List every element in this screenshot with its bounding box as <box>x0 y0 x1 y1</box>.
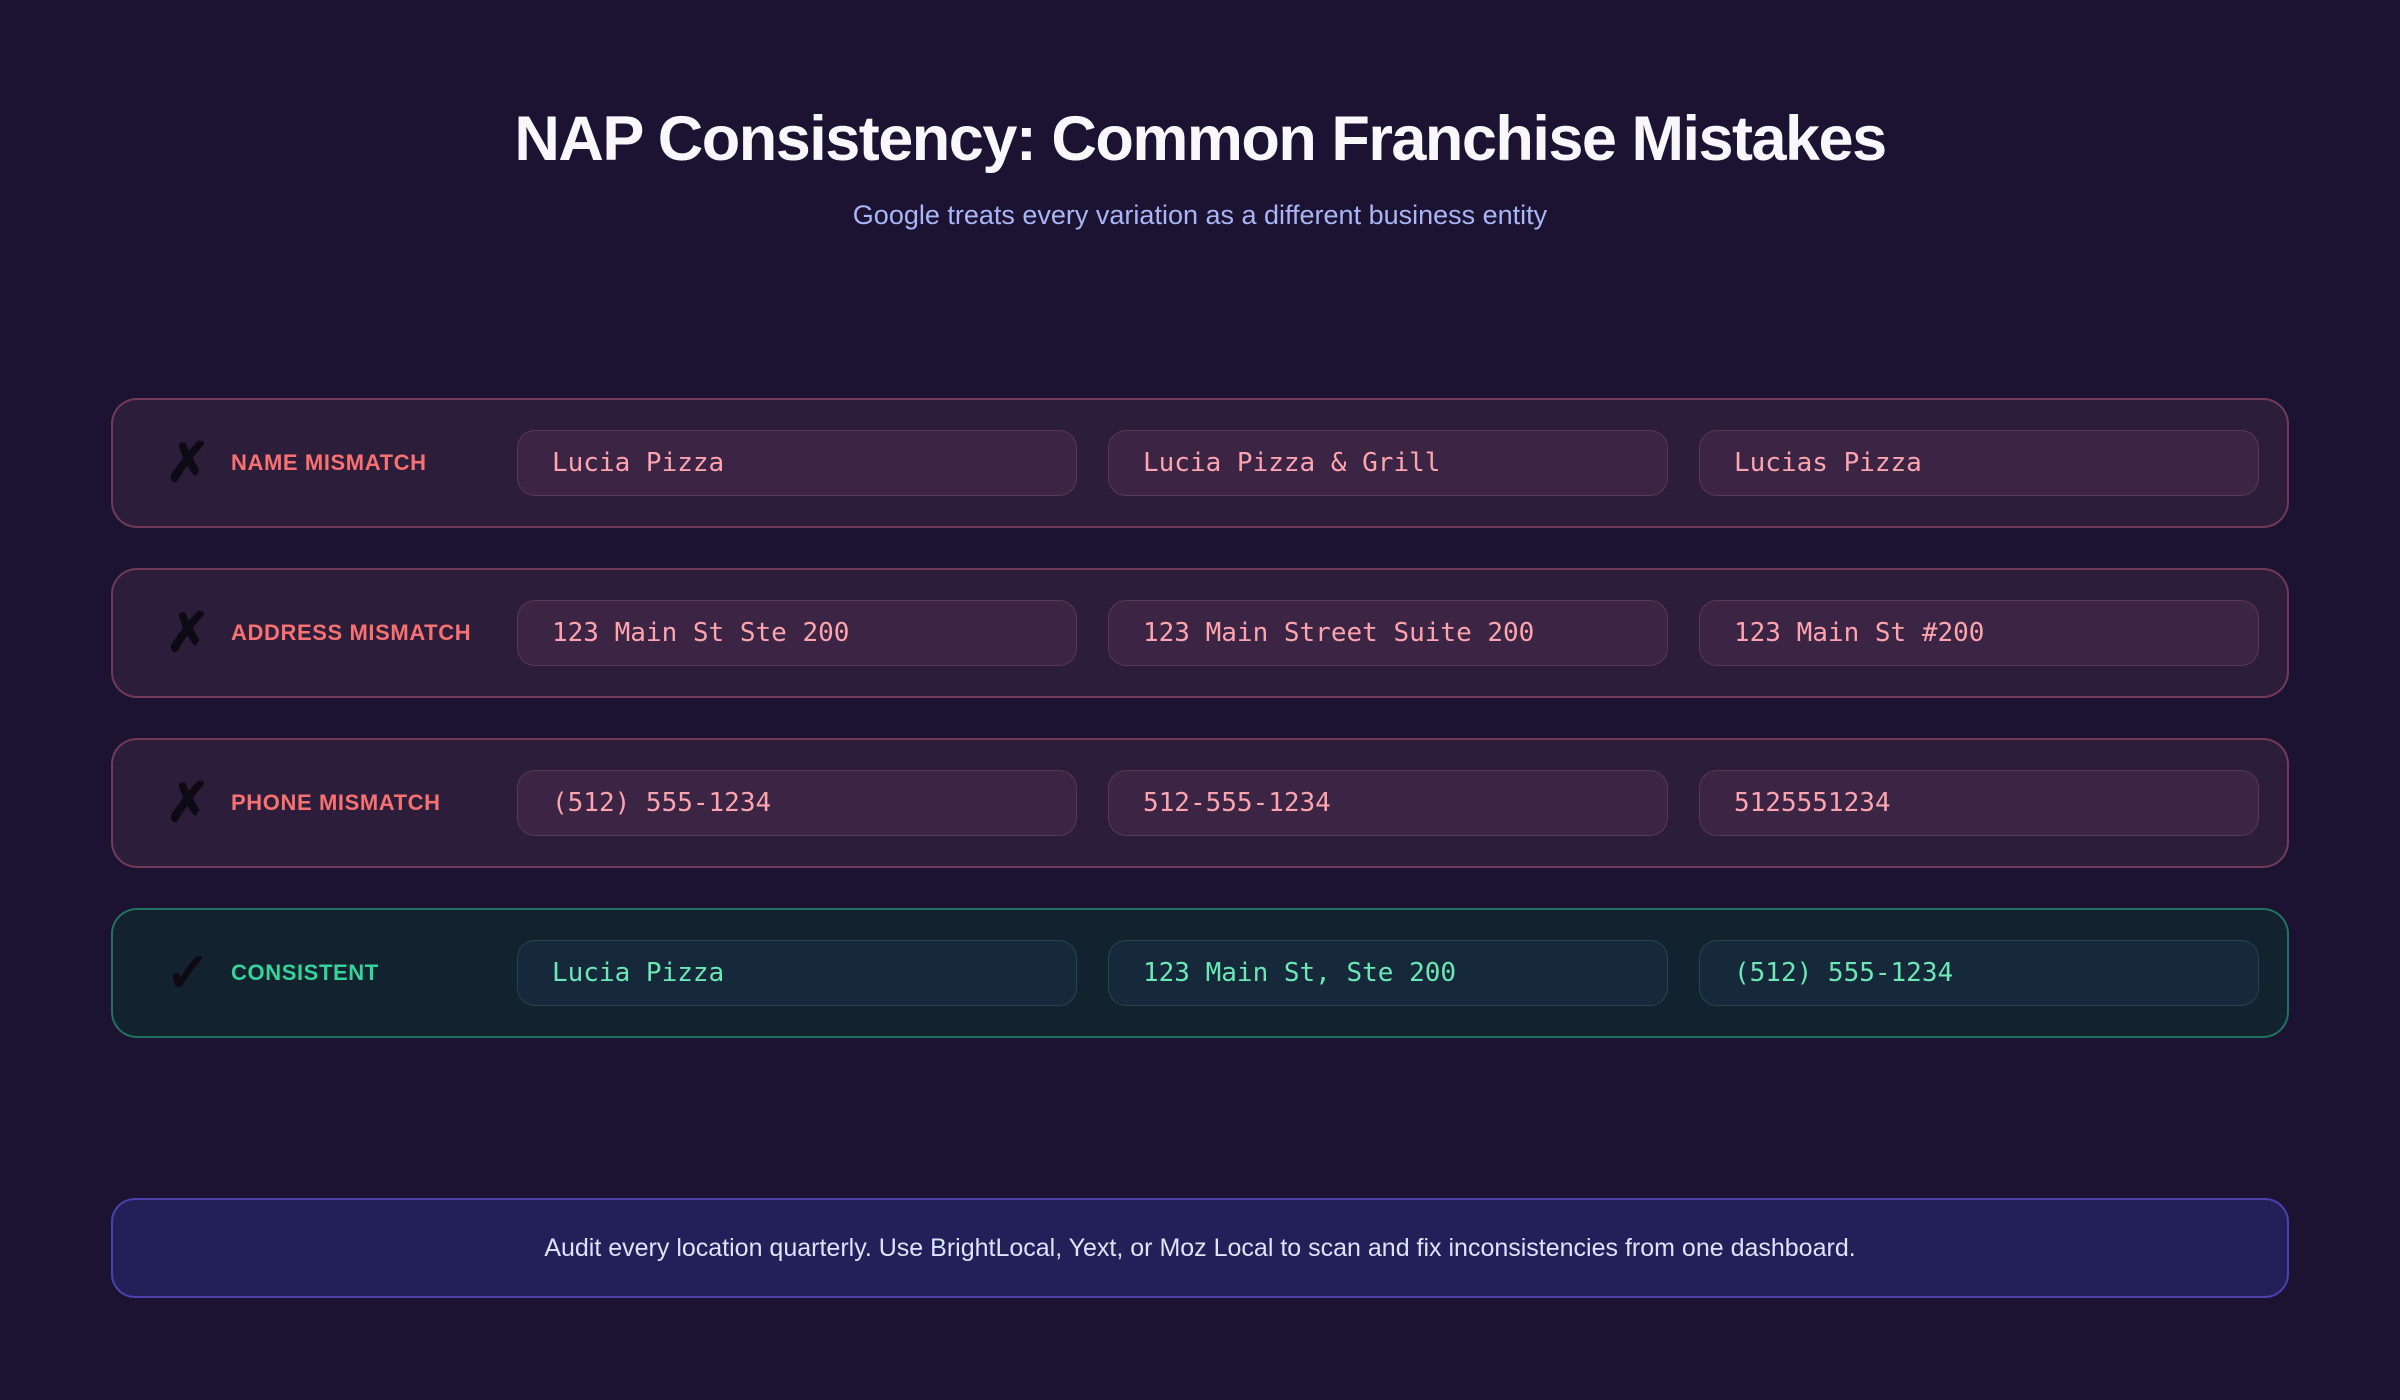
tip-text: Audit every location quarterly. Use Brig… <box>544 1233 1856 1262</box>
tip-banner: Audit every location quarterly. Use Brig… <box>111 1198 2289 1298</box>
row-phone-mismatch: ✗ PHONE MISMATCH (512) 555-1234 512-555-… <box>111 738 2289 868</box>
row-label-phone-mismatch: PHONE MISMATCH <box>231 790 441 815</box>
nap-value-chip: Lucia Pizza & Grill <box>1108 430 1668 496</box>
comparison-rows: ✗ NAME MISMATCH Lucia Pizza Lucia Pizza … <box>111 398 2289 1038</box>
chip-group: Lucia Pizza 123 Main St, Ste 200 (512) 5… <box>517 940 2259 1006</box>
nap-value-chip: 123 Main St #200 <box>1699 600 2259 666</box>
nap-value-chip: 123 Main St Ste 200 <box>517 600 1077 666</box>
chip-group: Lucia Pizza Lucia Pizza & Grill Lucias P… <box>517 430 2259 496</box>
nap-value-chip: (512) 555-1234 <box>1699 940 2259 1006</box>
row-label-name-mismatch: NAME MISMATCH <box>231 450 427 475</box>
row-label-consistent: CONSISTENT <box>231 960 379 985</box>
x-mark-icon: ✗ <box>165 433 211 493</box>
page-title: NAP Consistency: Common Franchise Mistak… <box>514 104 1887 174</box>
nap-value-chip: 123 Main St, Ste 200 <box>1108 940 1668 1006</box>
row-name-mismatch: ✗ NAME MISMATCH Lucia Pizza Lucia Pizza … <box>111 398 2289 528</box>
chip-group: (512) 555-1234 512-555-1234 5125551234 <box>517 770 2259 836</box>
page-subtitle: Google treats every variation as a diffe… <box>852 200 1548 230</box>
check-mark-icon: ✓ <box>165 943 211 1003</box>
x-mark-icon: ✗ <box>165 603 211 663</box>
nap-value-chip: 5125551234 <box>1699 770 2259 836</box>
nap-value-chip: Lucia Pizza <box>517 430 1077 496</box>
chip-group: 123 Main St Ste 200 123 Main Street Suit… <box>517 600 2259 666</box>
nap-value-chip: 123 Main Street Suite 200 <box>1108 600 1668 666</box>
row-consistent: ✓ CONSISTENT Lucia Pizza 123 Main St, St… <box>111 908 2289 1038</box>
nap-value-chip: Lucias Pizza <box>1699 430 2259 496</box>
nap-value-chip: Lucia Pizza <box>517 940 1077 1006</box>
nap-value-chip: (512) 555-1234 <box>517 770 1077 836</box>
nap-consistency-infographic: NAP Consistency: Common Franchise Mistak… <box>0 104 2400 1298</box>
row-address-mismatch: ✗ ADDRESS MISMATCH 123 Main St Ste 200 1… <box>111 568 2289 698</box>
x-mark-icon: ✗ <box>165 773 211 833</box>
row-label-address-mismatch: ADDRESS MISMATCH <box>231 620 472 645</box>
nap-value-chip: 512-555-1234 <box>1108 770 1668 836</box>
